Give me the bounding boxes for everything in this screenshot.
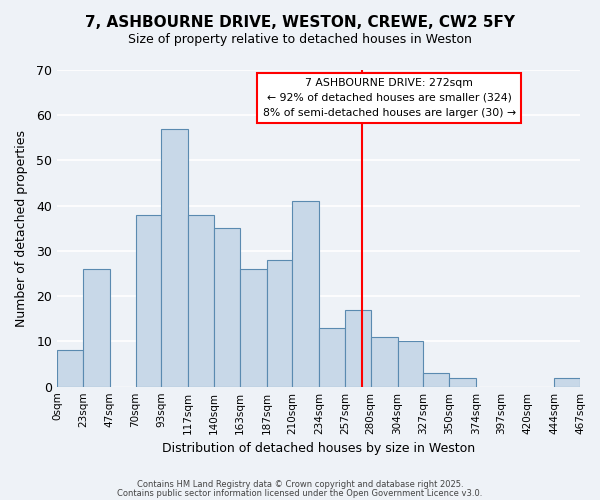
Bar xyxy=(292,201,319,386)
Bar xyxy=(57,350,83,386)
Bar xyxy=(188,215,214,386)
Text: 7, ASHBOURNE DRIVE, WESTON, CREWE, CW2 5FY: 7, ASHBOURNE DRIVE, WESTON, CREWE, CW2 5… xyxy=(85,15,515,30)
Bar xyxy=(266,260,292,386)
Text: 7 ASHBOURNE DRIVE: 272sqm
← 92% of detached houses are smaller (324)
8% of semi-: 7 ASHBOURNE DRIVE: 272sqm ← 92% of detac… xyxy=(263,78,516,118)
Text: Contains HM Land Registry data © Crown copyright and database right 2025.: Contains HM Land Registry data © Crown c… xyxy=(137,480,463,489)
Bar xyxy=(345,310,371,386)
Bar xyxy=(319,328,345,386)
Bar xyxy=(214,228,239,386)
Bar xyxy=(398,342,423,386)
Y-axis label: Number of detached properties: Number of detached properties xyxy=(15,130,28,327)
Bar xyxy=(371,337,398,386)
Bar xyxy=(136,215,161,386)
Bar xyxy=(83,269,110,386)
Text: Contains public sector information licensed under the Open Government Licence v3: Contains public sector information licen… xyxy=(118,489,482,498)
Bar xyxy=(161,129,188,386)
Text: Size of property relative to detached houses in Weston: Size of property relative to detached ho… xyxy=(128,32,472,46)
X-axis label: Distribution of detached houses by size in Weston: Distribution of detached houses by size … xyxy=(162,442,475,455)
Bar xyxy=(554,378,580,386)
Bar xyxy=(239,269,266,386)
Bar xyxy=(449,378,476,386)
Bar xyxy=(423,373,449,386)
